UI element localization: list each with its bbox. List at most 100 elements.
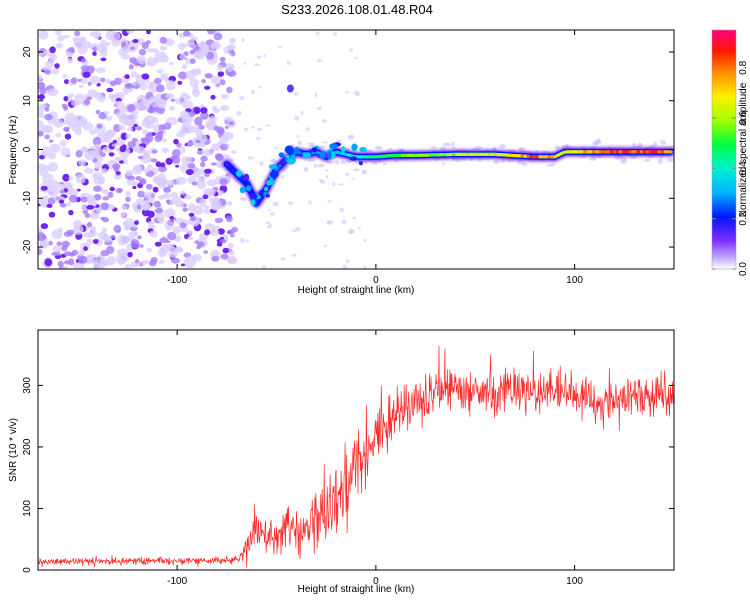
noise-speck [142, 129, 149, 135]
noise-speck [48, 162, 59, 172]
noise-speck [119, 160, 124, 164]
noise-speck [63, 106, 68, 111]
noise-speck [153, 200, 161, 208]
colorbar-tick-label: 0.2 [738, 211, 749, 225]
noise-speck [204, 73, 213, 79]
noise-speck [261, 265, 267, 269]
ridge-blob [311, 147, 318, 153]
noise-speck [179, 110, 190, 120]
noise-speck [134, 103, 140, 108]
noise-speck [64, 127, 70, 132]
ridge-blob [269, 170, 279, 179]
noise-speck [349, 48, 354, 52]
noise-speck [83, 246, 88, 251]
noise-speck [175, 176, 187, 186]
noise-speck [200, 155, 208, 162]
noise-speck [216, 160, 225, 169]
noise-speck [143, 168, 151, 174]
noise-speck [227, 257, 238, 265]
noise-speck [98, 254, 103, 258]
noise-speck [185, 169, 194, 176]
noise-speck [164, 220, 174, 231]
noise-speck [131, 82, 137, 86]
noise-speck [65, 52, 74, 57]
noise-speck [166, 180, 175, 187]
noise-speck [195, 129, 204, 139]
noise-speck [61, 245, 68, 252]
noise-speck [363, 238, 367, 242]
noise-speck [51, 252, 58, 256]
noise-speck [286, 60, 291, 65]
noise-speck [38, 232, 46, 242]
noise-speck [102, 196, 109, 201]
ridge-halo [516, 159, 524, 165]
noise-speck [59, 181, 64, 185]
noise-speck [151, 149, 158, 154]
noise-speck [125, 191, 132, 197]
noise-speck [293, 91, 299, 96]
noise-speck [86, 65, 95, 74]
noise-speck [68, 176, 74, 180]
noise-speck [354, 56, 358, 60]
ridge-blob [358, 161, 363, 166]
noise-speck [195, 139, 201, 144]
ridge-halo [589, 157, 597, 161]
noise-speck [134, 220, 139, 226]
noise-speck [173, 247, 183, 254]
noise-speck [217, 190, 225, 196]
spectrogram-ylabel: Frequency (Hz) [8, 116, 19, 185]
snr-axes: -100 0 100 0 100 200 300 [22, 330, 674, 587]
noise-speck [63, 251, 72, 257]
noise-speck [86, 205, 95, 210]
noise-speck [204, 85, 211, 90]
noise-speck [106, 87, 114, 93]
noise-speck [221, 93, 229, 100]
noise-speck [202, 194, 209, 200]
noise-speck [168, 250, 178, 259]
noise-speck [233, 123, 236, 127]
noise-speck [87, 89, 98, 99]
ridge-blob [268, 164, 278, 170]
noise-speck [173, 138, 179, 145]
noise-speck [38, 163, 47, 171]
x-tick-label: 0 [373, 275, 379, 286]
noise-speck [115, 100, 125, 111]
noise-speck [297, 140, 303, 145]
noise-speck [206, 179, 217, 187]
noise-speck [214, 153, 223, 160]
noise-speck [251, 126, 256, 129]
noise-speck [54, 63, 60, 69]
noise-speck [141, 42, 149, 50]
noise-speck [147, 210, 155, 218]
noise-speck [154, 241, 162, 247]
ridge-halo [308, 142, 315, 145]
noise-speck [136, 55, 146, 65]
noise-speck [188, 110, 196, 117]
noise-speck [137, 155, 144, 160]
noise-speck [38, 248, 43, 256]
noise-speck [107, 204, 115, 211]
noise-speck [140, 203, 151, 211]
ridge-blob [319, 150, 326, 159]
ridge-halo [227, 174, 233, 179]
ridge-blob [349, 156, 358, 161]
ridge-halo [371, 161, 378, 165]
snr-panel: -100 0 100 0 100 200 300 Height of straight li… [8, 329, 675, 595]
noise-speck [120, 212, 126, 218]
noise-speck [96, 123, 103, 129]
noise-speck [63, 96, 69, 102]
noise-speck [63, 34, 70, 39]
ridge-halo [270, 158, 278, 164]
noise-speck [132, 185, 137, 190]
noise-speck [161, 147, 169, 154]
noise-speck [144, 150, 150, 155]
noise-speck [160, 244, 170, 254]
noise-speck [63, 231, 73, 237]
noise-speck [149, 230, 158, 238]
noise-speck [181, 156, 192, 164]
noise-speck [81, 77, 88, 85]
noise-speck [71, 249, 79, 256]
noise-speck [41, 66, 48, 71]
noise-speck [219, 56, 226, 63]
noise-speck [44, 134, 50, 140]
